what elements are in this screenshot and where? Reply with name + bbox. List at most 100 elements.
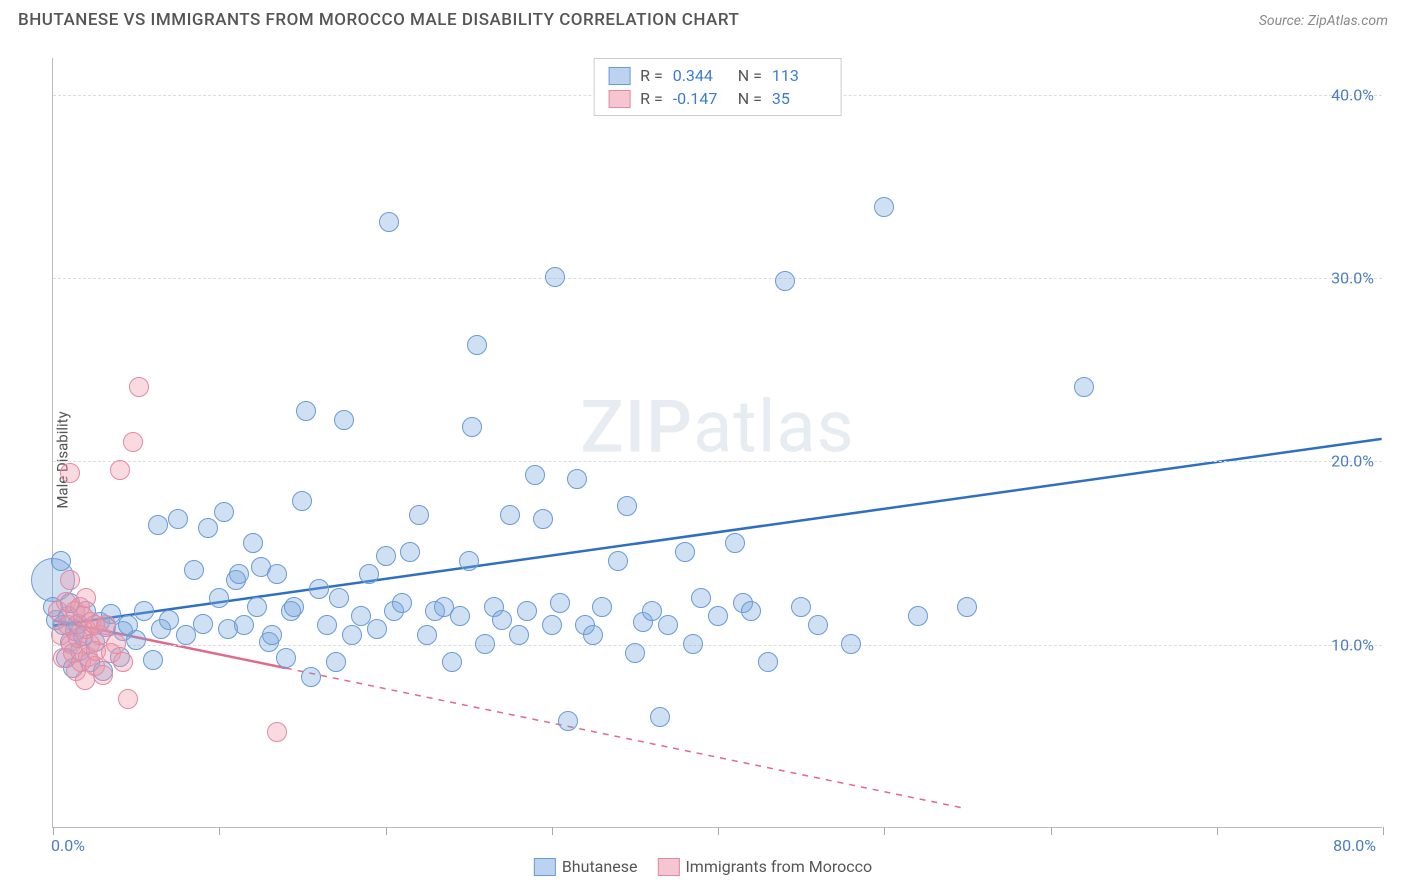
scatter-point — [442, 652, 462, 672]
scatter-point — [85, 615, 105, 635]
scatter-point — [118, 689, 138, 709]
chart-header: BHUTANESE VS IMMIGRANTS FROM MOROCCO MAL… — [0, 0, 1406, 38]
chart-container: Male Disability ZIPatlas R = 0.344 N = 1… — [0, 40, 1406, 880]
series-legend: Bhutanese Immigrants from Morocco — [534, 857, 872, 876]
x-tick — [53, 827, 54, 835]
scatter-point — [957, 597, 977, 617]
legend-item-2: Immigrants from Morocco — [657, 857, 872, 876]
gridline — [53, 645, 1382, 646]
scatter-point — [808, 615, 828, 635]
scatter-point — [417, 625, 437, 645]
scatter-point — [592, 597, 612, 617]
legend-swatch-2 — [657, 858, 679, 876]
scatter-point — [129, 377, 149, 397]
scatter-point — [329, 588, 349, 608]
scatter-point — [334, 410, 354, 430]
scatter-point — [500, 505, 520, 525]
scatter-point — [691, 588, 711, 608]
n-value-2: 35 — [772, 89, 827, 108]
r-value-1: 0.344 — [673, 66, 728, 85]
legend-item-1: Bhutanese — [534, 857, 638, 876]
scatter-point — [841, 634, 861, 654]
scatter-point — [342, 625, 362, 645]
gridline — [53, 461, 1382, 462]
legend-swatch-1 — [534, 858, 556, 876]
scatter-point — [475, 634, 495, 654]
scatter-point — [509, 625, 529, 645]
scatter-point — [650, 707, 670, 727]
legend-row-series-2: R = -0.147 N = 35 — [608, 87, 827, 110]
scatter-point — [583, 625, 603, 645]
scatter-point — [234, 615, 254, 635]
scatter-point — [359, 564, 379, 584]
x-tick — [1217, 827, 1218, 835]
scatter-point — [229, 564, 249, 584]
scatter-point — [367, 619, 387, 639]
scatter-point — [533, 509, 553, 529]
x-tick-label: 0.0% — [51, 836, 85, 855]
scatter-point — [517, 601, 537, 621]
scatter-point — [60, 463, 80, 483]
scatter-point — [143, 650, 163, 670]
scatter-point — [184, 560, 204, 580]
scatter-point — [400, 542, 420, 562]
scatter-point — [467, 335, 487, 355]
scatter-point — [376, 546, 396, 566]
y-tick-label: 20.0% — [1331, 452, 1374, 471]
scatter-point — [379, 212, 399, 232]
scatter-point — [267, 564, 287, 584]
scatter-point — [93, 665, 113, 685]
scatter-point — [123, 432, 143, 452]
scatter-point — [617, 496, 637, 516]
scatter-point — [276, 648, 296, 668]
x-tick — [1383, 827, 1384, 835]
legend-label-1: Bhutanese — [562, 857, 638, 876]
scatter-point — [309, 579, 329, 599]
scatter-point — [741, 601, 761, 621]
scatter-point — [134, 601, 154, 621]
watermark: ZIPatlas — [580, 385, 854, 470]
scatter-point — [683, 634, 703, 654]
x-tick — [718, 827, 719, 835]
x-tick — [884, 827, 885, 835]
scatter-point — [758, 652, 778, 672]
scatter-point — [545, 267, 565, 287]
scatter-point — [126, 630, 146, 650]
scatter-point — [168, 509, 188, 529]
scatter-point — [76, 588, 96, 608]
scatter-point — [392, 593, 412, 613]
y-tick-label: 30.0% — [1331, 269, 1374, 288]
scatter-point — [459, 551, 479, 571]
n-value-1: 113 — [772, 66, 827, 85]
scatter-point — [292, 491, 312, 511]
scatter-point — [625, 643, 645, 663]
x-tick — [386, 827, 387, 835]
scatter-point — [567, 469, 587, 489]
y-tick-label: 40.0% — [1331, 85, 1374, 104]
scatter-point — [193, 614, 213, 634]
gridline — [53, 278, 1382, 279]
scatter-point — [60, 570, 80, 590]
scatter-point — [450, 606, 470, 626]
scatter-point — [558, 711, 578, 731]
scatter-point — [198, 518, 218, 538]
scatter-point — [159, 610, 179, 630]
r-value-2: -0.147 — [673, 89, 728, 108]
legend-label-2: Immigrants from Morocco — [685, 857, 872, 876]
scatter-point — [148, 515, 168, 535]
scatter-point — [296, 401, 316, 421]
x-tick — [552, 827, 553, 835]
scatter-point — [317, 615, 337, 635]
scatter-point — [492, 610, 512, 630]
scatter-point — [1074, 377, 1094, 397]
scatter-point — [284, 597, 304, 617]
chart-title: BHUTANESE VS IMMIGRANTS FROM MOROCCO MAL… — [18, 10, 739, 30]
x-tick-label: 80.0% — [1333, 836, 1376, 855]
trend-lines — [53, 58, 1382, 827]
scatter-point — [106, 634, 126, 654]
scatter-point — [462, 417, 482, 437]
scatter-point — [642, 601, 662, 621]
scatter-point — [110, 460, 130, 480]
scatter-point — [301, 667, 321, 687]
scatter-point — [542, 615, 562, 635]
